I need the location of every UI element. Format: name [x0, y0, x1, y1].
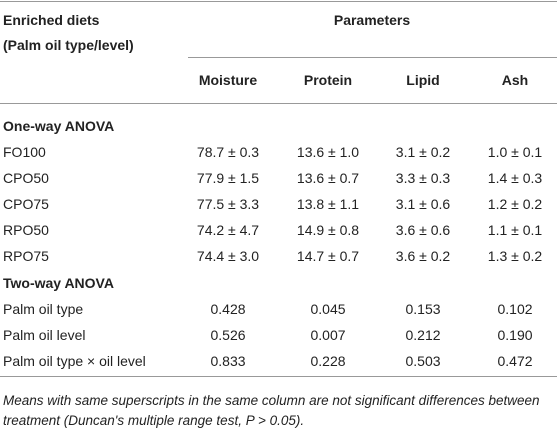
cell: 74.2 ± 4.7: [196, 222, 260, 238]
column-header: Lipid: [406, 72, 440, 88]
row-header: (Palm oil type/level): [3, 37, 134, 53]
cell: 0.833: [210, 353, 246, 369]
row-label: RPO75: [3, 248, 49, 264]
cell: 13.8 ± 1.1: [296, 196, 360, 212]
footnote: Means with same superscripts in the same…: [3, 393, 540, 428]
group-header: Parameters: [333, 12, 411, 28]
cell: 0.472: [497, 353, 533, 369]
column-header: Protein: [303, 72, 353, 88]
rule: [0, 103, 557, 104]
cell: 13.6 ± 0.7: [296, 170, 360, 186]
rule: [0, 1, 557, 2]
cell: 0.007: [310, 327, 346, 343]
cell: 0.228: [310, 353, 346, 369]
column-header: Ash: [501, 72, 529, 88]
rule: [0, 376, 557, 377]
cell: 3.1 ± 0.6: [395, 196, 451, 212]
cell: 0.212: [405, 327, 441, 343]
cell: 78.7 ± 0.3: [196, 144, 260, 160]
cell: 0.190: [497, 327, 533, 343]
row-label: Palm oil type × oil level: [3, 353, 146, 369]
section-title: One-way ANOVA: [3, 118, 115, 134]
cell: 0.153: [405, 301, 441, 317]
cell: 0.102: [497, 301, 533, 317]
cell: 77.9 ± 1.5: [196, 170, 260, 186]
row-header: Enriched diets: [3, 12, 100, 28]
cell: 14.9 ± 0.8: [296, 222, 360, 238]
rule: [188, 57, 557, 58]
cell: 1.3 ± 0.2: [487, 248, 543, 264]
cell: 3.3 ± 0.3: [395, 170, 451, 186]
row-label: CPO50: [3, 170, 49, 186]
row-label: FO100: [3, 144, 46, 160]
cell: 0.526: [210, 327, 246, 343]
cell: 14.7 ± 0.7: [296, 248, 360, 264]
cell: 1.2 ± 0.2: [487, 196, 543, 212]
cell: 3.6 ± 0.2: [395, 248, 451, 264]
row-label: CPO75: [3, 196, 49, 212]
cell: 13.6 ± 1.0: [296, 144, 360, 160]
row-label: Palm oil level: [3, 327, 86, 343]
cell: 0.428: [210, 301, 246, 317]
cell: 1.4 ± 0.3: [487, 170, 543, 186]
cell: 3.6 ± 0.6: [395, 222, 451, 238]
cell: 1.1 ± 0.1: [487, 222, 543, 238]
cell: 77.5 ± 3.3: [196, 196, 260, 212]
cell: 1.0 ± 0.1: [487, 144, 543, 160]
cell: 0.503: [405, 353, 441, 369]
column-header: Moisture: [198, 72, 258, 88]
row-label: Palm oil type: [3, 301, 84, 317]
cell: 3.1 ± 0.2: [395, 144, 451, 160]
cell: 0.045: [310, 301, 346, 317]
row-label: RPO50: [3, 222, 49, 238]
section-title: Two-way ANOVA: [3, 275, 114, 291]
cell: 74.4 ± 3.0: [196, 248, 260, 264]
